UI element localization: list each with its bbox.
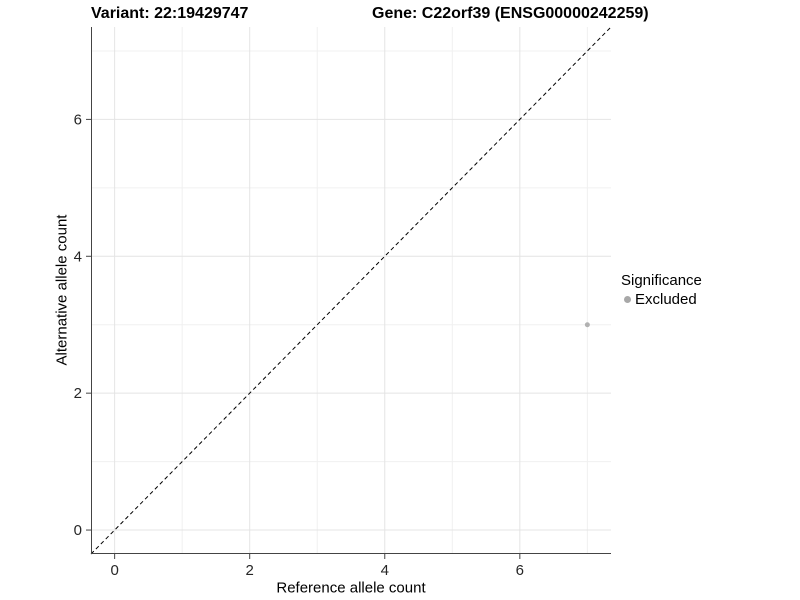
x-tick-label: 4 bbox=[381, 562, 389, 579]
x-tick-label: 2 bbox=[246, 562, 254, 579]
y-tick-label: 0 bbox=[74, 522, 82, 539]
data-point bbox=[584, 322, 590, 328]
plot-panel: 0 2 4 6 0 2 4 6 bbox=[74, 26, 612, 579]
gene-title: Gene: C22orf39 (ENSG00000242259) bbox=[372, 5, 649, 22]
x-axis-label: Reference allele count bbox=[276, 579, 426, 597]
legend-point-icon bbox=[624, 296, 631, 303]
legend-item-excluded: Excluded bbox=[621, 291, 796, 308]
y-axis-label: Alternative allele count bbox=[53, 214, 71, 366]
y-tick-label: 4 bbox=[74, 248, 82, 265]
x-tick-label: 6 bbox=[516, 562, 524, 579]
variant-title: Variant: 22:19429747 bbox=[91, 5, 249, 22]
y-tick-label: 6 bbox=[74, 111, 82, 128]
legend-title: Significance bbox=[621, 272, 702, 289]
x-tick-label: 0 bbox=[110, 562, 118, 579]
identity-line bbox=[90, 26, 612, 555]
legend: Significance Excluded bbox=[621, 272, 796, 308]
legend-item-label: Excluded bbox=[635, 291, 697, 308]
y-tick-label: 2 bbox=[74, 385, 82, 402]
